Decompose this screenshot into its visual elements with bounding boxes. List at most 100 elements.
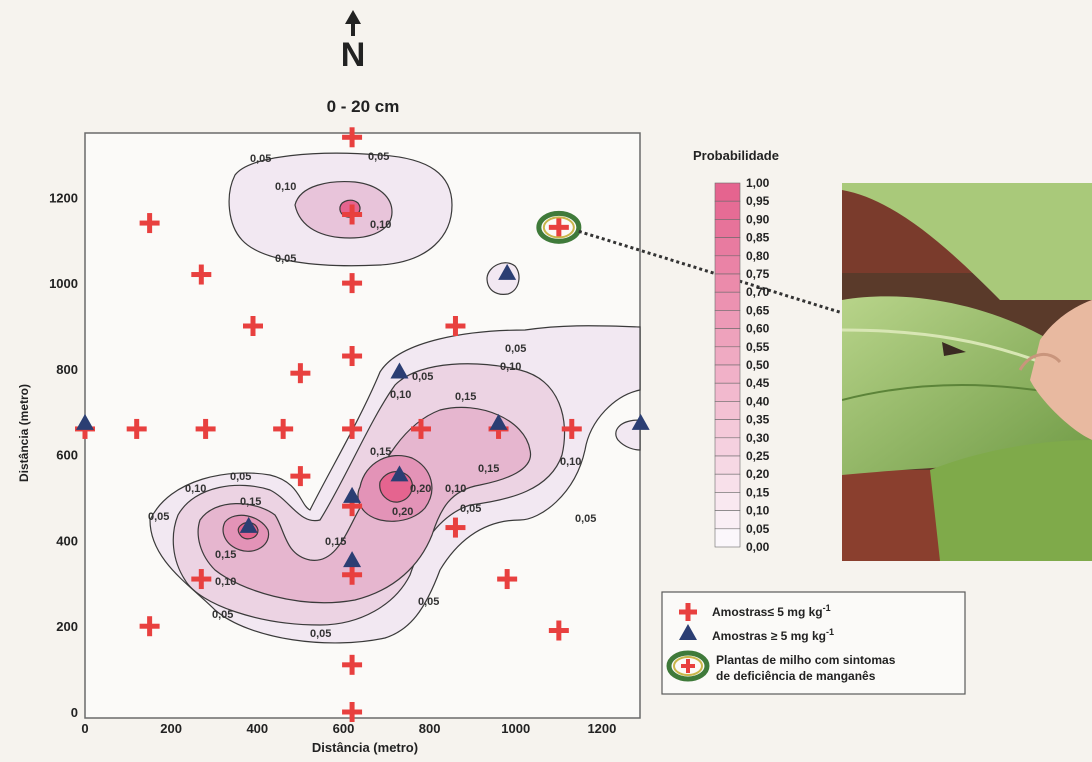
scale-label: 0,00	[746, 540, 770, 554]
scale-label: 0,50	[746, 358, 770, 372]
scale-band	[714, 419, 741, 439]
contour-label: 0,05	[460, 503, 481, 515]
scale-label: 0,95	[746, 194, 770, 208]
low-sample-marker	[342, 702, 363, 722]
contour-label: 0,15	[240, 496, 261, 508]
scale-band	[714, 510, 741, 530]
contour-label: 0,05	[250, 153, 271, 165]
high-sample-markers	[76, 263, 650, 568]
contour-label: 0,05	[148, 511, 169, 523]
high-sample-marker	[239, 516, 258, 533]
scale-label: 0,70	[746, 285, 770, 299]
scale-label: 1,00	[746, 176, 770, 190]
scale-label: 0,60	[746, 322, 770, 336]
y-tick-label: 800	[56, 362, 78, 377]
contour-label: 0,10	[500, 361, 521, 373]
scale-label: 0,40	[746, 394, 770, 408]
probability-color-scale: 1,00 0,95 0,90 0,85 0,80 0,75 0,70 0,65 0,60 0,55…	[714, 176, 770, 554]
low-sample-marker	[342, 654, 363, 675]
contour-label: 0,05	[418, 596, 439, 608]
legend-title: Probabilidade	[693, 148, 779, 163]
low-sample-marker	[561, 418, 582, 439]
high-sample-marker	[343, 551, 362, 568]
y-tick-label: 200	[56, 619, 78, 634]
highlighted-sample	[536, 210, 963, 352]
plant-symptom-label-1: Plantas de milho com sintomas	[716, 653, 896, 667]
low-sample-marker	[445, 316, 466, 336]
high-sample-marker	[498, 263, 517, 280]
contour-label: 0,05	[368, 151, 389, 163]
y-tick-label: 1200	[49, 190, 78, 205]
probability-legend: Probabilidade 1,00 0,95 0,90 0,85 0,80 0,75 0,…	[693, 148, 779, 554]
low-sample-marker	[195, 418, 216, 439]
scale-band	[714, 328, 741, 348]
contour-label: 0,10	[370, 219, 391, 231]
contour-label: 0,15	[325, 536, 346, 548]
low-sample-marker	[273, 418, 294, 439]
scale-label: 0,25	[746, 449, 770, 463]
highlight-ring	[536, 210, 582, 244]
contour-label: 0,05	[575, 513, 596, 525]
scale-band	[714, 237, 741, 257]
scale-label: 0,90	[746, 212, 770, 226]
contour-label: 0,15	[478, 463, 499, 475]
scale-band	[714, 401, 741, 420]
x-tick-label: 1200	[587, 721, 616, 736]
high-sample-marker	[76, 413, 94, 430]
low-sample-markers	[75, 127, 582, 722]
scale-label: 0,45	[746, 376, 770, 390]
low-sample-marker	[342, 273, 363, 294]
contour-label: 0,15	[455, 391, 476, 403]
plant-symptom-icon	[666, 650, 710, 682]
low-sample-marker	[342, 496, 363, 517]
contour-label: 0,05	[310, 628, 331, 640]
pointer-line	[578, 229, 963, 352]
scale-band	[714, 346, 741, 366]
scale-band	[714, 200, 741, 220]
scale-label: 0,20	[746, 467, 770, 481]
scale-band	[714, 291, 741, 311]
x-axis-label: Distância (metro)	[312, 740, 418, 755]
north-arrow-icon	[345, 10, 361, 36]
scale-band	[714, 182, 741, 202]
low-sample-marker	[139, 616, 160, 637]
scale-band	[714, 364, 741, 384]
contour-label: 0,10	[445, 483, 466, 495]
contour-label: 0,10	[275, 181, 296, 193]
x-tick-label: 0	[81, 721, 88, 736]
low-sample-marker	[191, 264, 212, 285]
low-sample-label: Amostras≤ 5 mg kg-1	[712, 603, 831, 619]
contour-labels: 0,05 0,05 0,10 0,10 0,05 0,05 0,05 0,10 …	[148, 151, 596, 640]
contour-label: 0,05	[505, 343, 526, 355]
plant-symptom-label-2: de deficiência de manganês	[716, 669, 876, 683]
contour-label: 0,05	[212, 609, 233, 621]
contour-label: 0,10	[390, 389, 411, 401]
high-sample-marker	[390, 362, 409, 379]
symbol-legend: Amostras≤ 5 mg kg-1 Amostras ≥ 5 mg kg-1…	[661, 591, 966, 695]
low-sample-marker	[126, 418, 147, 439]
low-sample-marker	[342, 346, 363, 367]
scale-band	[714, 473, 741, 493]
scale-label: 0,55	[746, 340, 770, 354]
contour-label: 0,10	[185, 483, 206, 495]
scale-band	[714, 455, 741, 475]
scale-label: 0,10	[746, 504, 770, 518]
map-title: 0 - 20 cm	[327, 97, 400, 116]
north-label: N	[341, 36, 366, 74]
low-sample-marker	[411, 418, 431, 439]
scale-label: 0,15	[746, 485, 770, 499]
contour-label: 0,15	[215, 549, 236, 561]
y-tick-label: 1000	[49, 276, 78, 291]
high-sample-marker	[343, 486, 362, 503]
scale-label: 0,05	[746, 522, 770, 536]
low-sample-marker	[191, 569, 212, 590]
low-sample-icon	[679, 603, 697, 621]
high-sample-marker	[631, 413, 650, 430]
x-tick-label: 800	[419, 721, 441, 736]
contour-label: 0,20	[392, 506, 413, 518]
low-sample-marker	[243, 316, 263, 336]
x-axis-ticks: 0 200 400 600 800 1000 1200	[81, 721, 616, 736]
north-arrow: N	[341, 10, 366, 74]
contour-label: 0,05	[230, 471, 251, 483]
low-sample-marker	[548, 217, 569, 238]
